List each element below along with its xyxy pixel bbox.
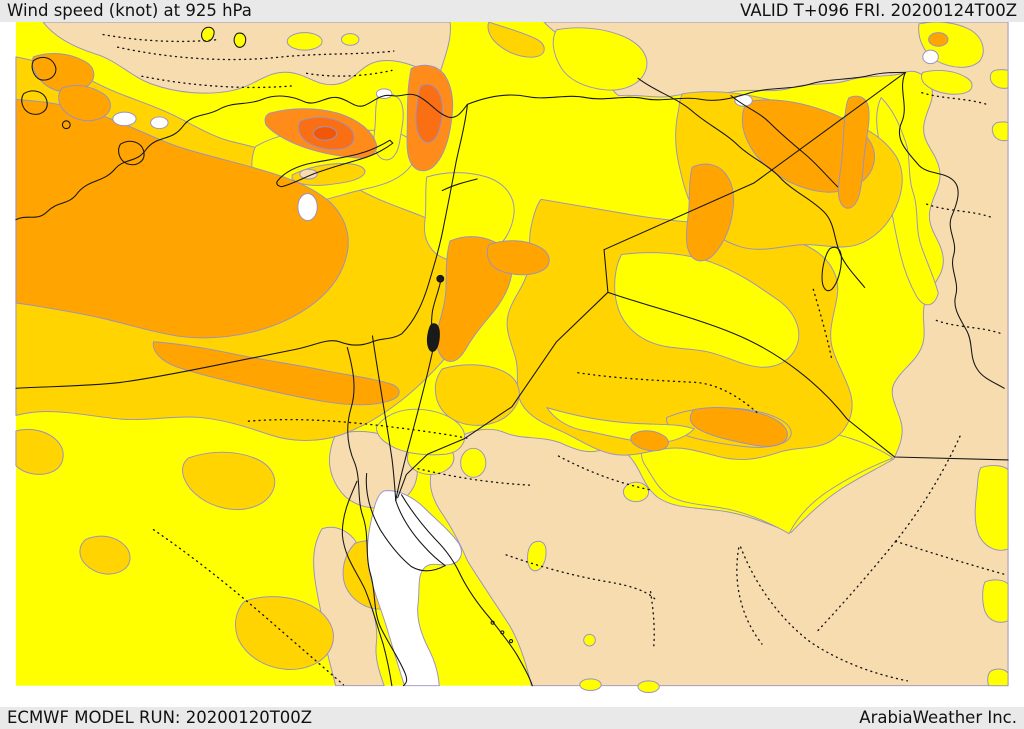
valid-time-label: VALID T+096 FRI. 20200124T00Z	[740, 1, 1017, 20]
map-canvas	[0, 22, 1024, 707]
rivers-and-lakes	[201, 26, 866, 502]
coastlines	[15, 56, 533, 687]
model-run-label: ECMWF MODEL RUN: 20200120T00Z	[7, 708, 313, 727]
wind-speed-map	[15, 22, 1009, 693]
admin-boundaries-dotted	[102, 33, 1005, 686]
map-title: Wind speed (knot) at 925 hPa	[7, 1, 252, 20]
country-borders	[371, 71, 1009, 502]
credit-label: ArabiaWeather Inc.	[859, 708, 1017, 727]
status-bar: ECMWF MODEL RUN: 20200120T00Z ArabiaWeat…	[0, 707, 1024, 729]
title-bar: Wind speed (knot) at 925 hPa VALID T+096…	[0, 0, 1024, 22]
